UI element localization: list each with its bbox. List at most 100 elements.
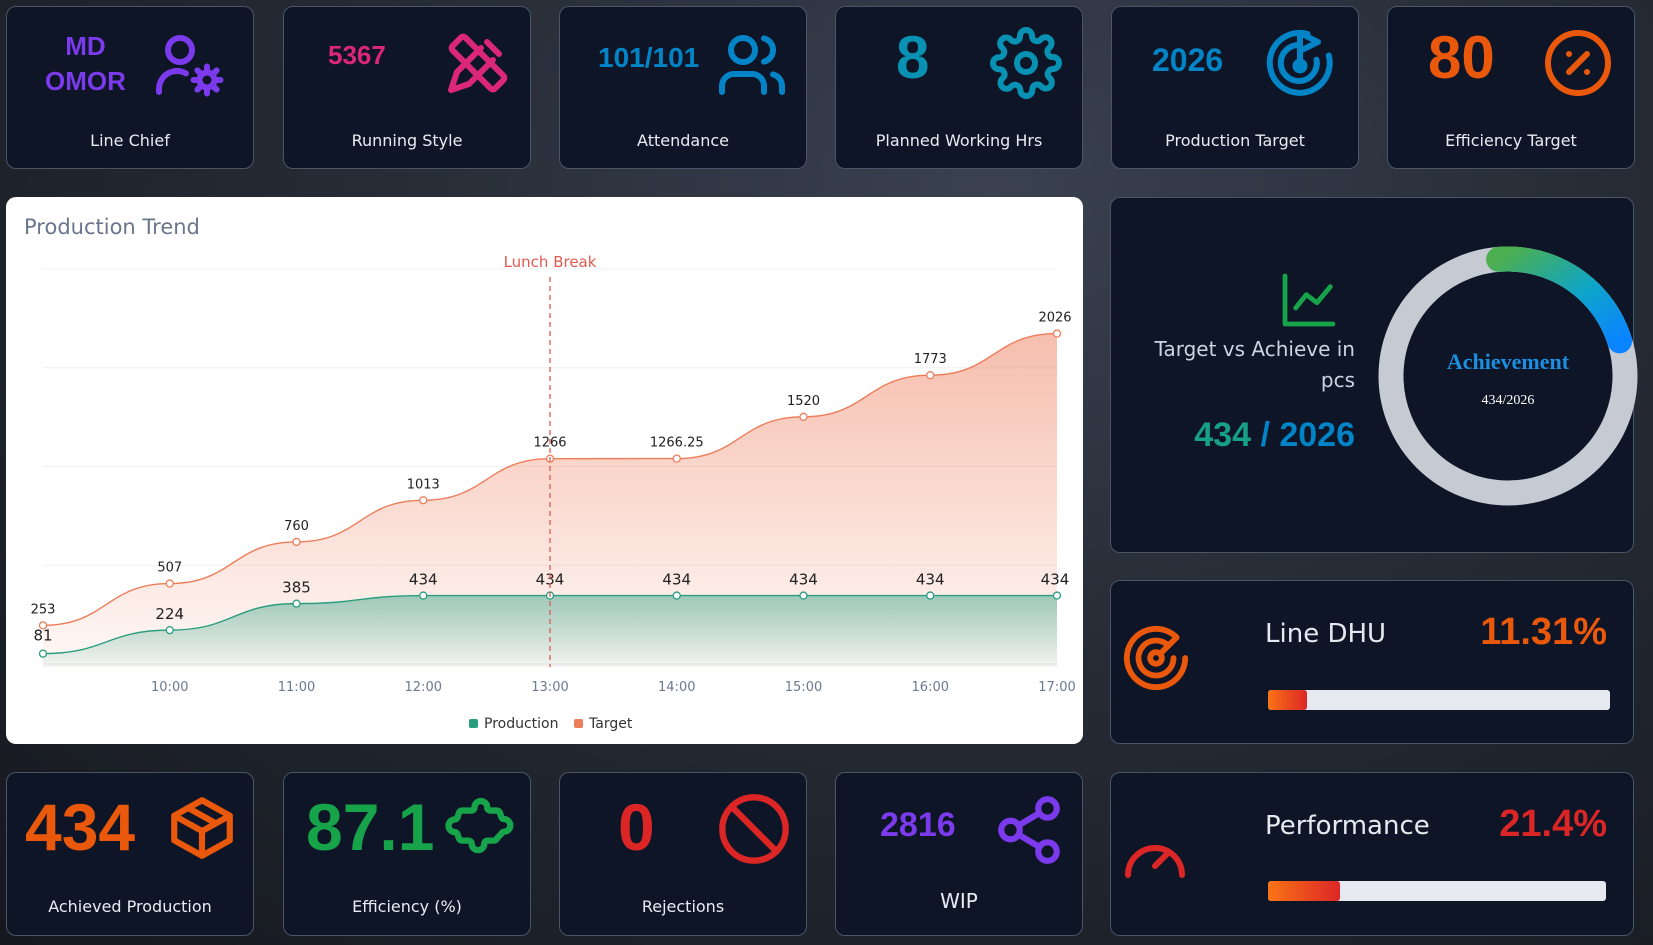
legend-label-production: Production	[484, 716, 558, 732]
kpi-label: Efficiency Target	[1445, 131, 1577, 150]
puzzle-icon	[440, 789, 516, 865]
gauge-icon	[1125, 845, 1185, 878]
tva-achieved: 434	[1194, 416, 1251, 454]
kpi-label: Attendance	[637, 131, 729, 150]
kpi-value: 2026	[1152, 42, 1224, 78]
x-tick-label: 14:00	[658, 680, 695, 695]
ban-icon	[716, 791, 792, 867]
target-flag-icon	[1264, 27, 1336, 99]
production-trend-card: Production Trend 253 507 760 1013 1266 1266.2…	[6, 197, 1083, 744]
workflow-icon	[992, 793, 1066, 867]
line-dhu-card: Line DHU 11.31%	[1110, 580, 1634, 744]
performance-progress-fill	[1268, 881, 1341, 901]
x-tick-label: 15:00	[785, 680, 822, 695]
line-dhu-value: 11.31%	[1480, 611, 1607, 653]
x-tick-label: 17:00	[1038, 680, 1075, 695]
legend-swatch-production	[469, 719, 478, 728]
tva-separator: /	[1260, 416, 1270, 454]
data-point-target	[38, 621, 48, 630]
data-label-target: 1520	[787, 394, 820, 409]
kpi-label: Achieved Production	[48, 897, 212, 916]
target-vs-achieve-card: Target vs Achieve in pcs 434 / 2026 Achi…	[1110, 197, 1638, 553]
x-tick-label: 16:00	[912, 680, 949, 695]
kpi-value: 87.1	[306, 790, 435, 864]
kpi-value: 2816	[880, 806, 956, 844]
user-gear-icon	[153, 29, 225, 101]
data-label-production: 434	[662, 571, 691, 589]
data-point-target	[672, 454, 681, 463]
gauge-label: Achievement	[1447, 349, 1570, 374]
x-tick-label: 10:00	[151, 680, 188, 695]
kpi-value: 5367	[328, 40, 386, 70]
achievement-gauge: Achievement 434/2026	[1378, 246, 1638, 506]
kpi-label: Running Style	[351, 131, 463, 150]
line-dhu-label: Line DHU	[1265, 619, 1387, 649]
line-dhu-progress-fill	[1268, 690, 1307, 710]
kpi-card-attendance: 101/101 Attendance	[559, 6, 807, 169]
kpi-value: 101/101	[598, 42, 700, 73]
data-point-target	[1052, 329, 1062, 338]
data-label-production: 434	[916, 571, 945, 589]
performance-card: Performance 21.4%	[1110, 772, 1634, 936]
data-point-production	[165, 625, 174, 635]
box-icon	[165, 791, 239, 865]
kpi-card-efficiency: 87.1 Efficiency (%)	[283, 772, 531, 936]
kpi-card-planned-working-hrs: 8 Planned Working Hrs	[835, 6, 1083, 169]
performance-progress	[1268, 881, 1606, 901]
data-point-production	[672, 591, 681, 600]
x-tick-label: 12:00	[405, 680, 442, 695]
data-label-target: 253	[31, 602, 56, 617]
kpi-label: Rejections	[641, 897, 725, 916]
kpi-value: MD OMOR	[45, 31, 126, 96]
line-dhu-progress	[1268, 690, 1610, 710]
kpi-card-production-target: 2026 Production Target	[1111, 6, 1359, 169]
legend-label-target: Target	[588, 716, 633, 732]
kpi-card-running-style: 5367 Running Style	[283, 6, 531, 169]
data-label-target: 1266.25	[650, 436, 704, 451]
data-label-production: 385	[282, 579, 311, 597]
x-tick-label: 13:00	[531, 680, 568, 695]
chart-line-icon	[1282, 273, 1336, 327]
tva-title: Target vs Achieve in pcs	[1154, 337, 1355, 392]
data-point-production	[38, 649, 48, 658]
kpi-label: WIP	[940, 889, 978, 913]
data-point-production	[799, 591, 808, 600]
x-tick-label: 11:00	[278, 680, 315, 695]
chart-title: Production Trend	[24, 215, 200, 239]
gauge-value: 434/2026	[1482, 393, 1535, 408]
kpi-card-achieved-production: 434 Achieved Production	[6, 772, 254, 936]
data-label-production: 224	[155, 605, 184, 623]
kpi-value: 80	[1428, 24, 1495, 91]
kpi-card-efficiency-target: 80 Efficiency Target	[1387, 6, 1635, 169]
lunch-break-label: Lunch Break	[504, 253, 597, 271]
kpi-card-line-chief: MD OMOR Line Chief	[6, 6, 254, 169]
users-icon	[716, 29, 788, 101]
data-point-production	[926, 591, 935, 600]
kpi-card-rejections: 0 Rejections	[559, 772, 807, 936]
data-label-target: 1773	[914, 352, 947, 367]
data-point-production	[292, 599, 301, 608]
gear-icon	[990, 27, 1062, 99]
kpi-label: Line Chief	[90, 131, 170, 150]
kpi-value: 434	[25, 790, 136, 864]
data-label-production: 434	[1041, 571, 1070, 589]
data-point-target	[926, 371, 935, 380]
pencil-ruler-icon	[442, 27, 514, 99]
achievement-arc	[1486, 246, 1633, 354]
kpi-label: Planned Working Hrs	[875, 131, 1043, 150]
kpi-card-wip: 2816 WIP	[835, 772, 1083, 936]
data-point-target	[165, 579, 174, 588]
legend-swatch-target	[574, 719, 583, 728]
data-label-target: 1013	[407, 477, 440, 492]
percent-circle-icon	[1542, 27, 1614, 99]
kpi-value: 8	[896, 24, 930, 91]
data-point-target	[292, 537, 301, 547]
data-label-production: 434	[409, 571, 438, 589]
data-label-production: 434	[536, 571, 565, 589]
radar-icon	[1123, 625, 1189, 691]
kpi-label: Efficiency (%)	[352, 897, 462, 916]
data-label-production: 434	[789, 571, 818, 589]
data-label-target: 2026	[1038, 311, 1071, 326]
data-point-target	[419, 496, 428, 505]
